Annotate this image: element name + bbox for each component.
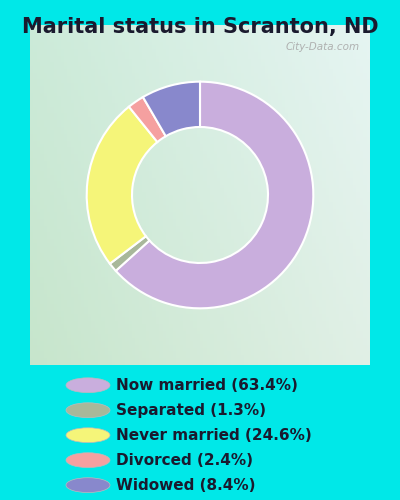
Circle shape (66, 403, 110, 417)
Wedge shape (143, 82, 200, 136)
Text: Divorced (2.4%): Divorced (2.4%) (116, 452, 253, 468)
Text: City-Data.com: City-Data.com (286, 42, 360, 52)
Circle shape (66, 453, 110, 468)
Text: Separated (1.3%): Separated (1.3%) (116, 402, 266, 417)
Wedge shape (110, 236, 150, 271)
Text: Widowed (8.4%): Widowed (8.4%) (116, 478, 256, 492)
Wedge shape (116, 82, 313, 308)
Text: Now married (63.4%): Now married (63.4%) (116, 378, 298, 393)
Text: Never married (24.6%): Never married (24.6%) (116, 428, 312, 442)
Circle shape (66, 428, 110, 442)
Circle shape (66, 478, 110, 492)
Circle shape (66, 378, 110, 392)
Text: Marital status in Scranton, ND: Marital status in Scranton, ND (22, 18, 378, 38)
Wedge shape (129, 97, 166, 142)
Wedge shape (87, 106, 157, 264)
